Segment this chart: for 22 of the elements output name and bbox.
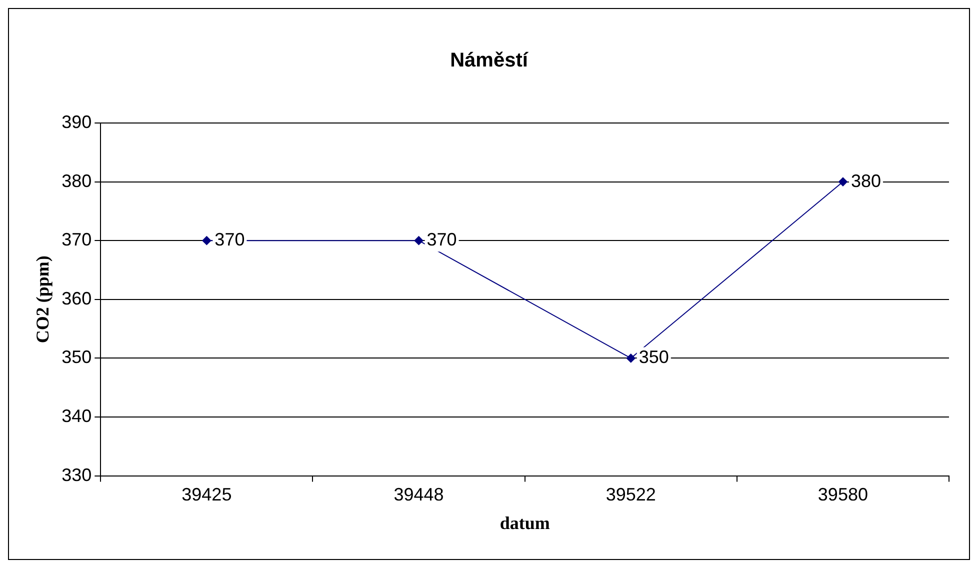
x-axis-title: datum	[500, 512, 550, 533]
y-tick-label: 390	[62, 112, 92, 132]
x-tick-label: 39580	[818, 484, 868, 505]
y-tick-label: 370	[62, 230, 92, 250]
point	[838, 177, 848, 186]
chart-title: Náměstí	[450, 50, 530, 72]
y-tick-label: 330	[62, 464, 92, 485]
y-tick-label: 380	[62, 170, 92, 191]
data-label: 350	[638, 347, 669, 368]
x-tick-label: 39448	[394, 484, 444, 505]
y-tick-label: 360	[62, 288, 92, 308]
y-tick-label: 340	[62, 406, 92, 426]
y-axis-title: CO2 (ppm)	[32, 256, 52, 344]
point	[626, 354, 636, 363]
data-label: 380	[850, 170, 881, 191]
point	[414, 236, 424, 246]
x-tick-label: 39425	[182, 484, 232, 505]
data-label: 370	[214, 230, 245, 250]
data-label: 370	[426, 230, 457, 250]
x-tick-label: 39522	[606, 484, 656, 505]
y-tick-label: 350	[62, 347, 92, 368]
point	[202, 236, 212, 246]
